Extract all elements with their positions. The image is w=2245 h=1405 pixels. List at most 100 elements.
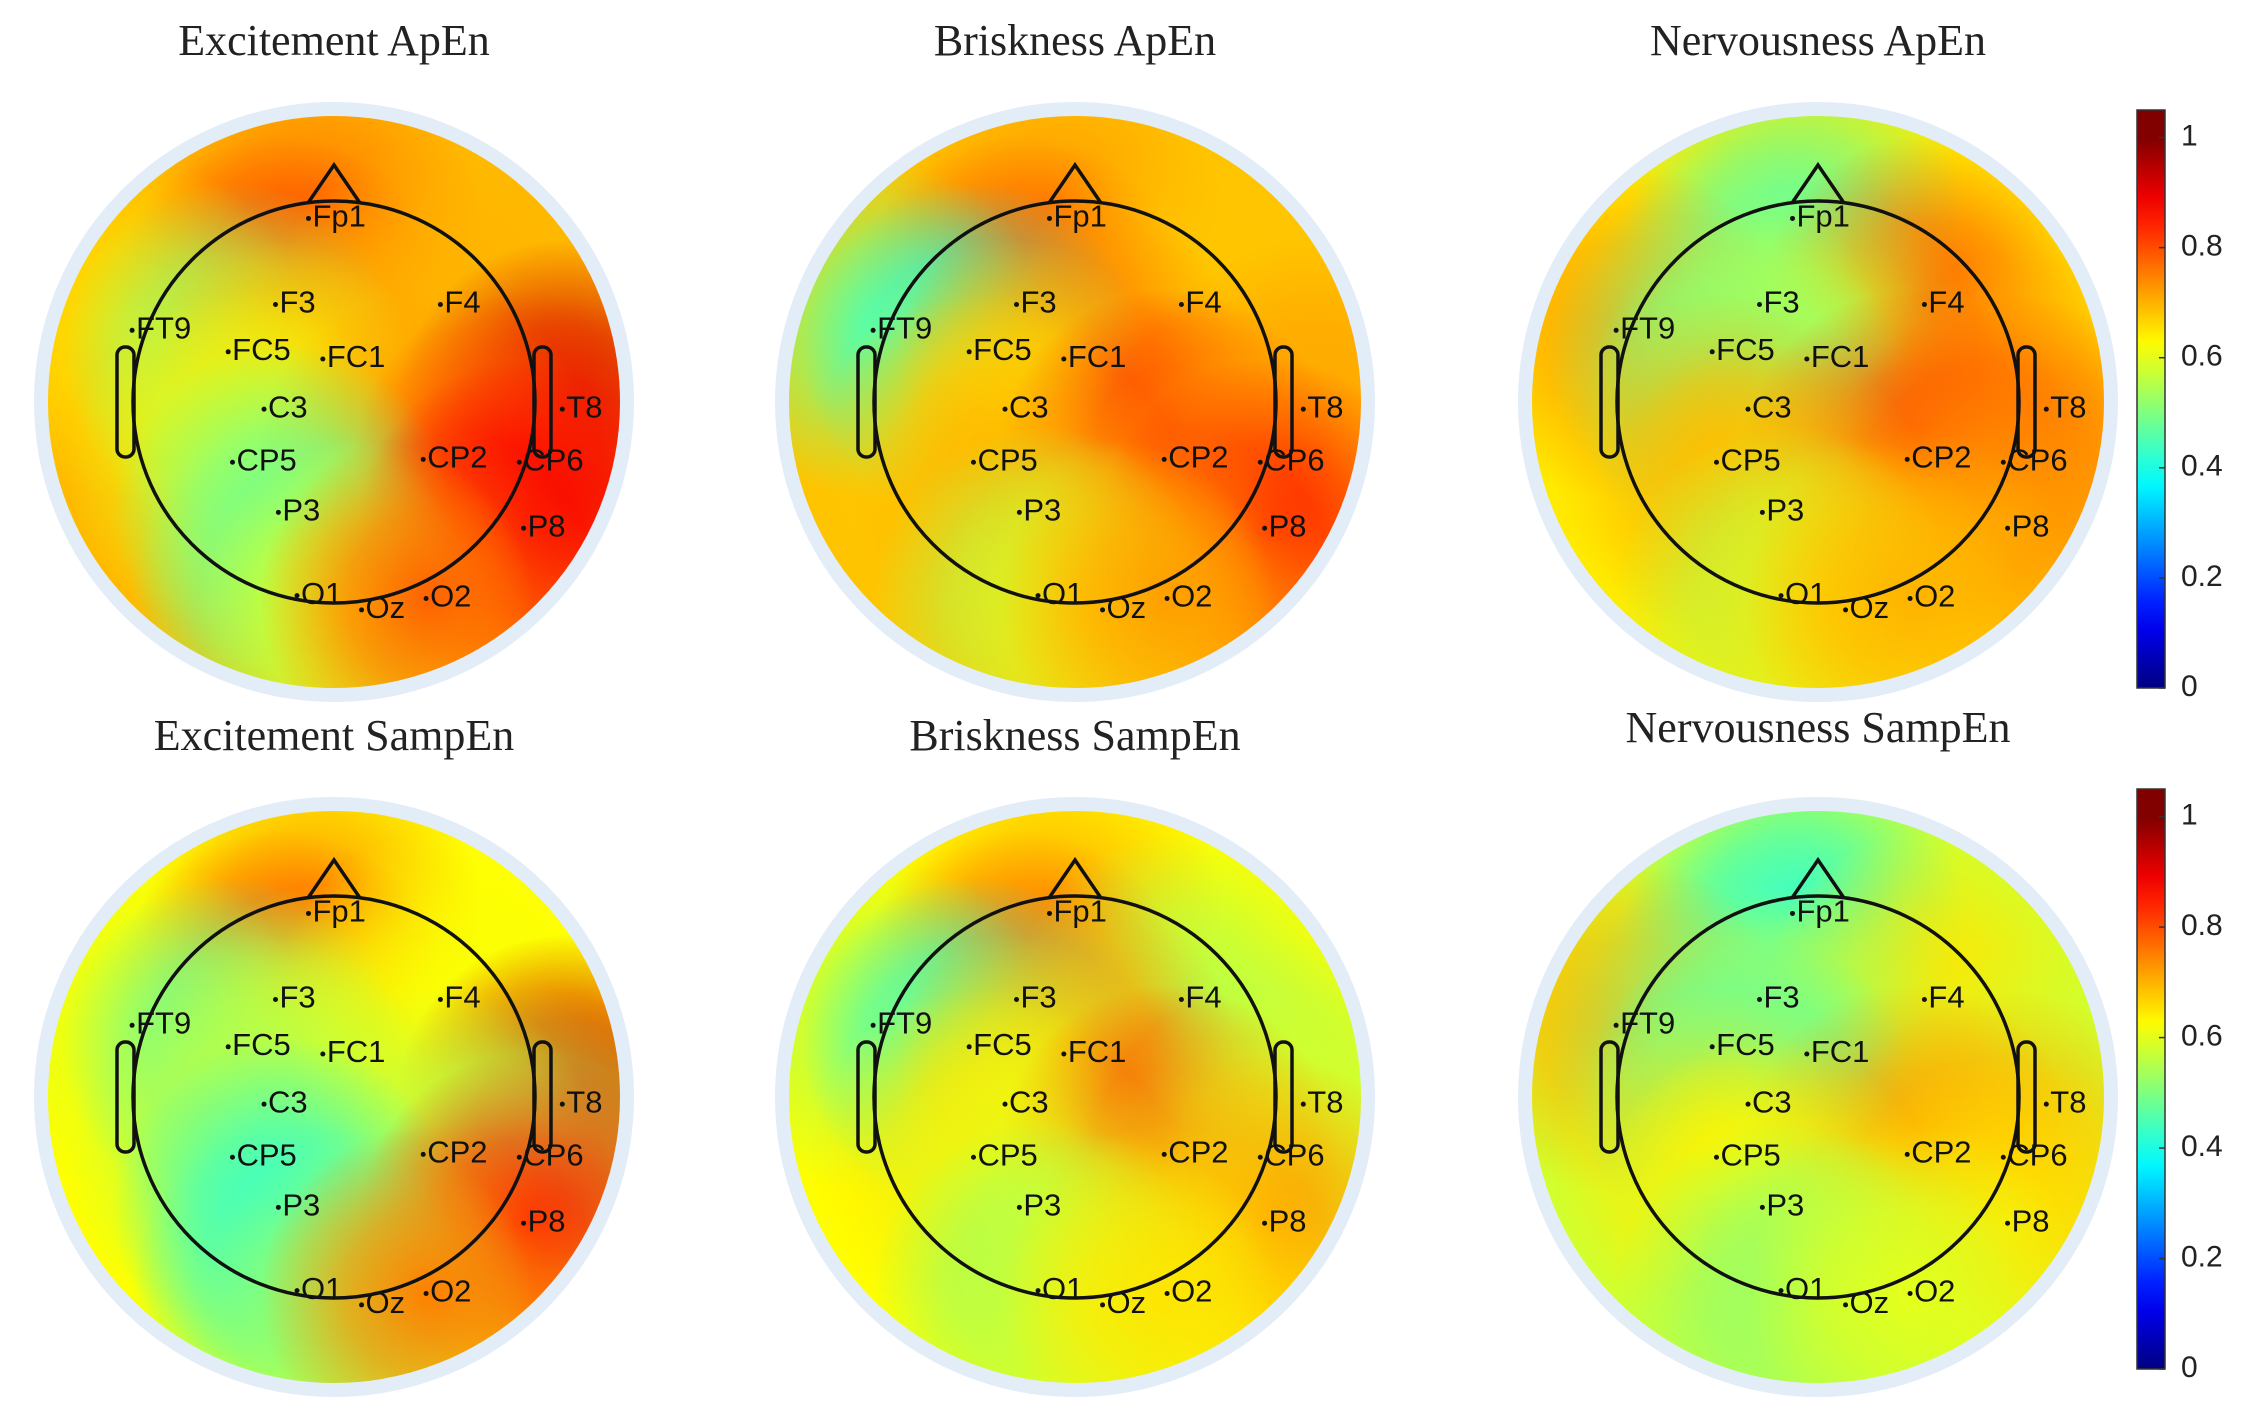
electrode-label: CP2 bbox=[1911, 440, 1971, 475]
electrode-dot bbox=[970, 1154, 976, 1160]
electrode-dot bbox=[294, 593, 300, 599]
electrode-label: FC5 bbox=[232, 332, 291, 367]
colorbar-tick-label: 1 bbox=[2181, 799, 2198, 832]
electrode-label: FC1 bbox=[1811, 1034, 1870, 1069]
scalp-ring bbox=[775, 797, 1375, 1397]
electrode-label: FC5 bbox=[1716, 332, 1775, 367]
electrode-label: C3 bbox=[1752, 1084, 1792, 1119]
electrode-label: O2 bbox=[1914, 1274, 1955, 1309]
panel-title: Excitement SampEn bbox=[154, 711, 514, 760]
electrode-label: CP6 bbox=[2007, 442, 2067, 477]
electrode-label: FC1 bbox=[1068, 339, 1127, 374]
electrode-dot bbox=[129, 1022, 135, 1028]
electrode-dot bbox=[437, 301, 443, 307]
electrode-dot bbox=[516, 459, 522, 465]
electrode-label: FT9 bbox=[877, 310, 932, 345]
electrode-label: C3 bbox=[1009, 1084, 1049, 1119]
electrode-label: CP6 bbox=[1264, 1137, 1324, 1172]
electrode-dot bbox=[359, 1302, 365, 1308]
electrode-dot bbox=[1035, 593, 1041, 599]
electrode-label: Fp1 bbox=[1796, 894, 1849, 929]
electrode-label: T8 bbox=[566, 389, 602, 424]
electrode-label: FC1 bbox=[1811, 339, 1870, 374]
electrode-label: FC1 bbox=[1068, 1034, 1127, 1069]
head bbox=[1615, 894, 2021, 1300]
electrode-label: Fp1 bbox=[1796, 199, 1849, 234]
panel-title: Briskness SampEn bbox=[909, 711, 1240, 760]
electrode-dot bbox=[1789, 910, 1795, 916]
electrode-dot bbox=[273, 996, 279, 1002]
electrode-label: CP6 bbox=[1264, 442, 1324, 477]
electrode-dot bbox=[1002, 406, 1008, 412]
electrode-dot bbox=[1262, 525, 1268, 531]
electrode-label: F4 bbox=[1928, 285, 1964, 320]
electrode-label: T8 bbox=[1307, 1084, 1343, 1119]
electrode-label: P8 bbox=[528, 508, 566, 543]
electrode-dot bbox=[970, 459, 976, 465]
electrode-label: F4 bbox=[1185, 285, 1221, 320]
electrode-label: F3 bbox=[1021, 980, 1057, 1015]
colorbar bbox=[2136, 109, 2166, 689]
electrode-dot bbox=[1759, 1204, 1765, 1210]
electrode-label: O2 bbox=[430, 1274, 471, 1309]
nose bbox=[1790, 856, 1846, 899]
electrode-label: CP5 bbox=[236, 442, 296, 477]
colorbar-tick-label: 0.2 bbox=[2181, 1240, 2223, 1273]
electrode-dot bbox=[1789, 215, 1795, 221]
electrode-dot bbox=[1709, 349, 1715, 355]
colorbar-tick-label: 0.4 bbox=[2181, 450, 2223, 483]
electrode-label: FT9 bbox=[1620, 310, 1675, 345]
electrode-label: CP2 bbox=[1168, 1135, 1228, 1170]
electrode-dot bbox=[1300, 406, 1306, 412]
electrode-dot bbox=[1014, 301, 1020, 307]
colorbar-tick-label: 0.8 bbox=[2181, 230, 2223, 263]
electrode-dot bbox=[420, 456, 426, 462]
electrode-dot bbox=[423, 1290, 429, 1296]
electrode-label: P8 bbox=[1269, 508, 1307, 543]
electrode-label: CP2 bbox=[1911, 1135, 1971, 1170]
electrode-label: FT9 bbox=[136, 1005, 191, 1040]
electrode-label: F4 bbox=[1928, 980, 1964, 1015]
colorbar-tick-label: 0 bbox=[2181, 670, 2198, 703]
electrode-label: CP6 bbox=[523, 442, 583, 477]
electrode-label: F3 bbox=[1764, 285, 1800, 320]
electrode-dot bbox=[1164, 1290, 1170, 1296]
electrode-dot bbox=[870, 1022, 876, 1028]
electrode-dot bbox=[559, 1101, 565, 1107]
electrode-label: FC5 bbox=[1716, 1027, 1775, 1062]
head bbox=[872, 894, 1278, 1300]
electrode-label: P3 bbox=[1766, 1188, 1804, 1223]
electrode-dot bbox=[261, 406, 267, 412]
electrode-dot bbox=[1907, 1290, 1913, 1296]
electrode-label: O2 bbox=[1914, 579, 1955, 614]
electrode-label: F4 bbox=[444, 285, 480, 320]
colorbar-tick-label: 0.2 bbox=[2181, 560, 2223, 593]
electrode-dot bbox=[1757, 301, 1763, 307]
electrode-dot bbox=[129, 327, 135, 333]
electrode-label: O1 bbox=[1042, 576, 1083, 611]
electrode-label: Oz bbox=[1850, 1285, 1890, 1320]
electrode-label: P8 bbox=[1269, 1203, 1307, 1238]
electrode-label: FC5 bbox=[232, 1027, 291, 1062]
electrode-label: O1 bbox=[1785, 576, 1826, 611]
scalp-ring bbox=[1518, 102, 2118, 702]
scalp-ring bbox=[34, 797, 634, 1397]
electrode-dot bbox=[1843, 1302, 1849, 1308]
blobs bbox=[1531, 810, 2105, 1384]
electrode-dot bbox=[1016, 1204, 1022, 1210]
electrode-label: Oz bbox=[366, 590, 406, 625]
electrode-dot bbox=[1100, 607, 1106, 613]
electrode-label: CP5 bbox=[1720, 1137, 1780, 1172]
electrode-dot bbox=[1035, 1288, 1041, 1294]
electrode-label: P3 bbox=[282, 493, 320, 528]
colorbar bbox=[2136, 788, 2166, 1370]
electrode-label: C3 bbox=[268, 389, 308, 424]
electrode-dot bbox=[516, 1154, 522, 1160]
electrode-label: Oz bbox=[366, 1285, 406, 1320]
electrode-dot bbox=[1100, 1302, 1106, 1308]
electrode-label: Fp1 bbox=[1053, 894, 1106, 929]
electrode-dot bbox=[225, 349, 231, 355]
electrode-label: F4 bbox=[1185, 980, 1221, 1015]
electrode-dot bbox=[1745, 406, 1751, 412]
electrode-dot bbox=[870, 327, 876, 333]
